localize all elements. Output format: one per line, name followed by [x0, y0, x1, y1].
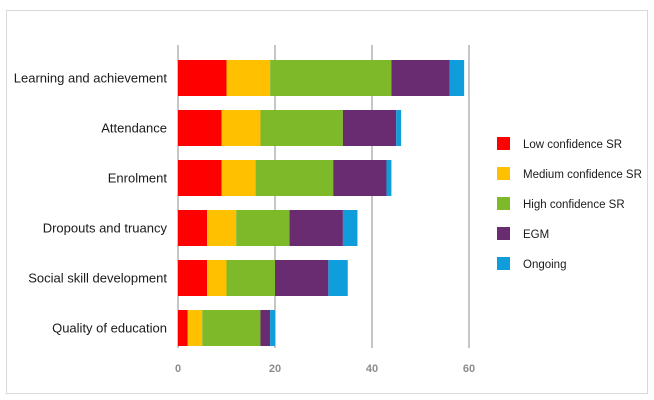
- bar-enrolment-high-confidence-sr: [255, 160, 334, 196]
- bar-learning-and-achievement-egm: [391, 60, 450, 96]
- bar-enrolment-medium-confidence-sr: [221, 160, 256, 196]
- legend-label-egm: EGM: [523, 229, 549, 241]
- bar-social-skill-development-egm: [275, 260, 329, 296]
- bar-dropouts-and-truancy-egm: [289, 210, 343, 246]
- category-label-quality-of-education: Quality of education: [52, 321, 167, 336]
- bar-attendance-ongoing: [396, 110, 402, 146]
- bar-enrolment-ongoing: [386, 160, 392, 196]
- bar-social-skill-development-low-confidence-sr: [178, 260, 208, 296]
- bar-dropouts-and-truancy-low-confidence-sr: [178, 210, 208, 246]
- bar-social-skill-development-high-confidence-sr: [226, 260, 275, 296]
- bar-quality-of-education-egm: [260, 310, 271, 346]
- bar-attendance-medium-confidence-sr: [221, 110, 261, 146]
- category-label-attendance: Attendance: [101, 121, 167, 136]
- bar-quality-of-education-medium-confidence-sr: [187, 310, 203, 346]
- legend-label-ongoing: Ongoing: [523, 259, 566, 271]
- bar-learning-and-achievement-high-confidence-sr: [270, 60, 392, 96]
- x-tick-label-0: 0: [175, 363, 181, 375]
- legend: Low confidence SR Medium confidence SR Hig…: [497, 137, 642, 271]
- category-labels: Learning and achievement Attendance Enrolm…: [14, 71, 168, 336]
- legend-swatch-low-confidence-sr: [497, 137, 510, 150]
- x-tick-label-20: 20: [269, 363, 281, 375]
- bar-dropouts-and-truancy-ongoing: [342, 210, 358, 246]
- bar-dropouts-and-truancy-high-confidence-sr: [236, 210, 290, 246]
- bar-enrolment-egm: [333, 160, 387, 196]
- legend-swatch-ongoing: [497, 257, 510, 270]
- category-label-learning-and-achievement: Learning and achievement: [14, 71, 168, 86]
- x-tick-label-40: 40: [366, 363, 378, 375]
- bar-attendance-egm: [342, 110, 397, 146]
- bar-learning-and-achievement-medium-confidence-sr: [226, 60, 271, 96]
- bar-attendance-high-confidence-sr: [260, 110, 343, 146]
- category-label-enrolment: Enrolment: [108, 171, 168, 186]
- category-label-social-skill-development: Social skill development: [28, 271, 167, 286]
- bar-quality-of-education-high-confidence-sr: [202, 310, 261, 346]
- bar-learning-and-achievement-ongoing: [449, 60, 465, 96]
- bar-enrolment-low-confidence-sr: [178, 160, 222, 196]
- bar-quality-of-education-low-confidence-sr: [178, 310, 188, 346]
- x-tick-label-60: 60: [463, 363, 475, 375]
- bar-social-skill-development-medium-confidence-sr: [207, 260, 227, 296]
- bar-quality-of-education-ongoing: [270, 310, 275, 346]
- legend-swatch-medium-confidence-sr: [497, 167, 510, 180]
- legend-swatch-egm: [497, 227, 510, 240]
- bar-dropouts-and-truancy-medium-confidence-sr: [207, 210, 237, 246]
- bars: [178, 60, 465, 346]
- legend-label-high-confidence-sr: High confidence SR: [523, 199, 625, 211]
- category-label-dropouts-and-truancy: Dropouts and truancy: [43, 221, 168, 236]
- legend-label-low-confidence-sr: Low confidence SR: [523, 139, 622, 151]
- bar-social-skill-development-ongoing: [328, 260, 348, 296]
- x-axis-ticks: 0 20 40 60: [175, 363, 475, 375]
- bar-learning-and-achievement-low-confidence-sr: [178, 60, 227, 96]
- bar-attendance-low-confidence-sr: [178, 110, 222, 146]
- legend-label-medium-confidence-sr: Medium confidence SR: [523, 169, 642, 181]
- legend-swatch-high-confidence-sr: [497, 197, 510, 210]
